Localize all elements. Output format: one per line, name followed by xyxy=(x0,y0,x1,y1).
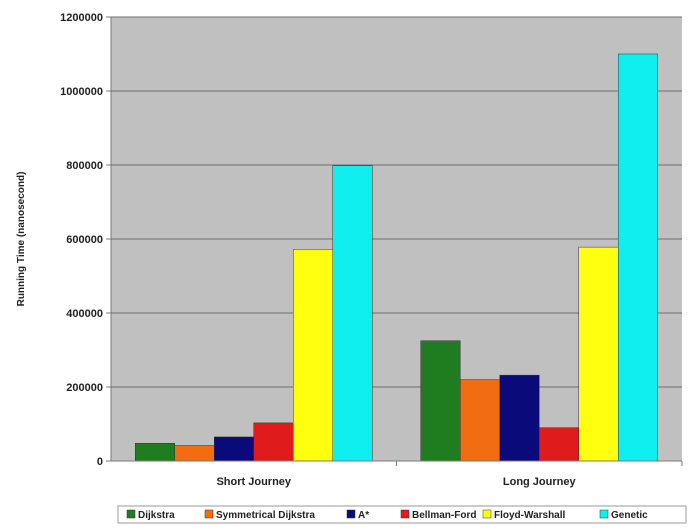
legend: Dijkstra Symmetrical Dijkstra A* Bellman-Fo… xyxy=(126,509,648,521)
gridlines xyxy=(106,16,682,462)
y-tick-label: 200000 xyxy=(66,382,103,394)
x-category-label: Long Journey xyxy=(503,476,577,488)
legend-swatch xyxy=(400,509,410,519)
legend-label: Genetic xyxy=(611,510,648,521)
legend-swatch xyxy=(599,509,609,519)
bar-a-0 xyxy=(214,436,254,462)
y-axis-title: Running Time (nanosecond) xyxy=(16,172,27,307)
y-tick-label: 1200000 xyxy=(60,12,103,24)
legend-swatch xyxy=(204,509,214,519)
bar-bellman-ford-0 xyxy=(253,422,294,462)
y-tick-label: 800000 xyxy=(66,160,103,172)
y-tick-label: 0 xyxy=(97,456,103,468)
legend-label: Dijkstra xyxy=(138,510,175,521)
bar-dijkstra-1 xyxy=(420,340,461,462)
y-tick-label: 400000 xyxy=(66,308,103,320)
legend-label: Bellman-Ford xyxy=(412,510,476,521)
y-tick-label: 600000 xyxy=(66,234,103,246)
bar-symmetrical-dijkstra-0 xyxy=(174,445,215,462)
legend-label: Floyd-Warshall xyxy=(494,510,566,521)
x-category-label: Short Journey xyxy=(216,476,291,488)
legend-label: Symmetrical Dijkstra xyxy=(216,510,315,521)
y-tick-label: 1000000 xyxy=(60,86,103,98)
legend-swatch xyxy=(126,509,136,519)
legend-swatch xyxy=(482,509,492,519)
bar-genetic-1 xyxy=(618,53,658,462)
bar-dijkstra-0 xyxy=(135,442,175,462)
bar-bellman-ford-1 xyxy=(539,427,579,462)
bars xyxy=(135,53,683,466)
y-tick-labels: 0 200000 400000 600000 800000 1000000 1200000 xyxy=(60,12,103,468)
legend-swatch xyxy=(346,509,356,519)
bar-floyd-warshall-1 xyxy=(578,246,619,462)
bar-genetic-0 xyxy=(332,165,373,462)
x-category-labels: Short Journey Long Journey xyxy=(216,476,576,488)
legend-label: A* xyxy=(358,510,369,521)
bar-a-1 xyxy=(499,374,540,462)
bar-floyd-warshall-0 xyxy=(293,249,333,462)
bar-symmetrical-dijkstra-1 xyxy=(460,379,500,462)
